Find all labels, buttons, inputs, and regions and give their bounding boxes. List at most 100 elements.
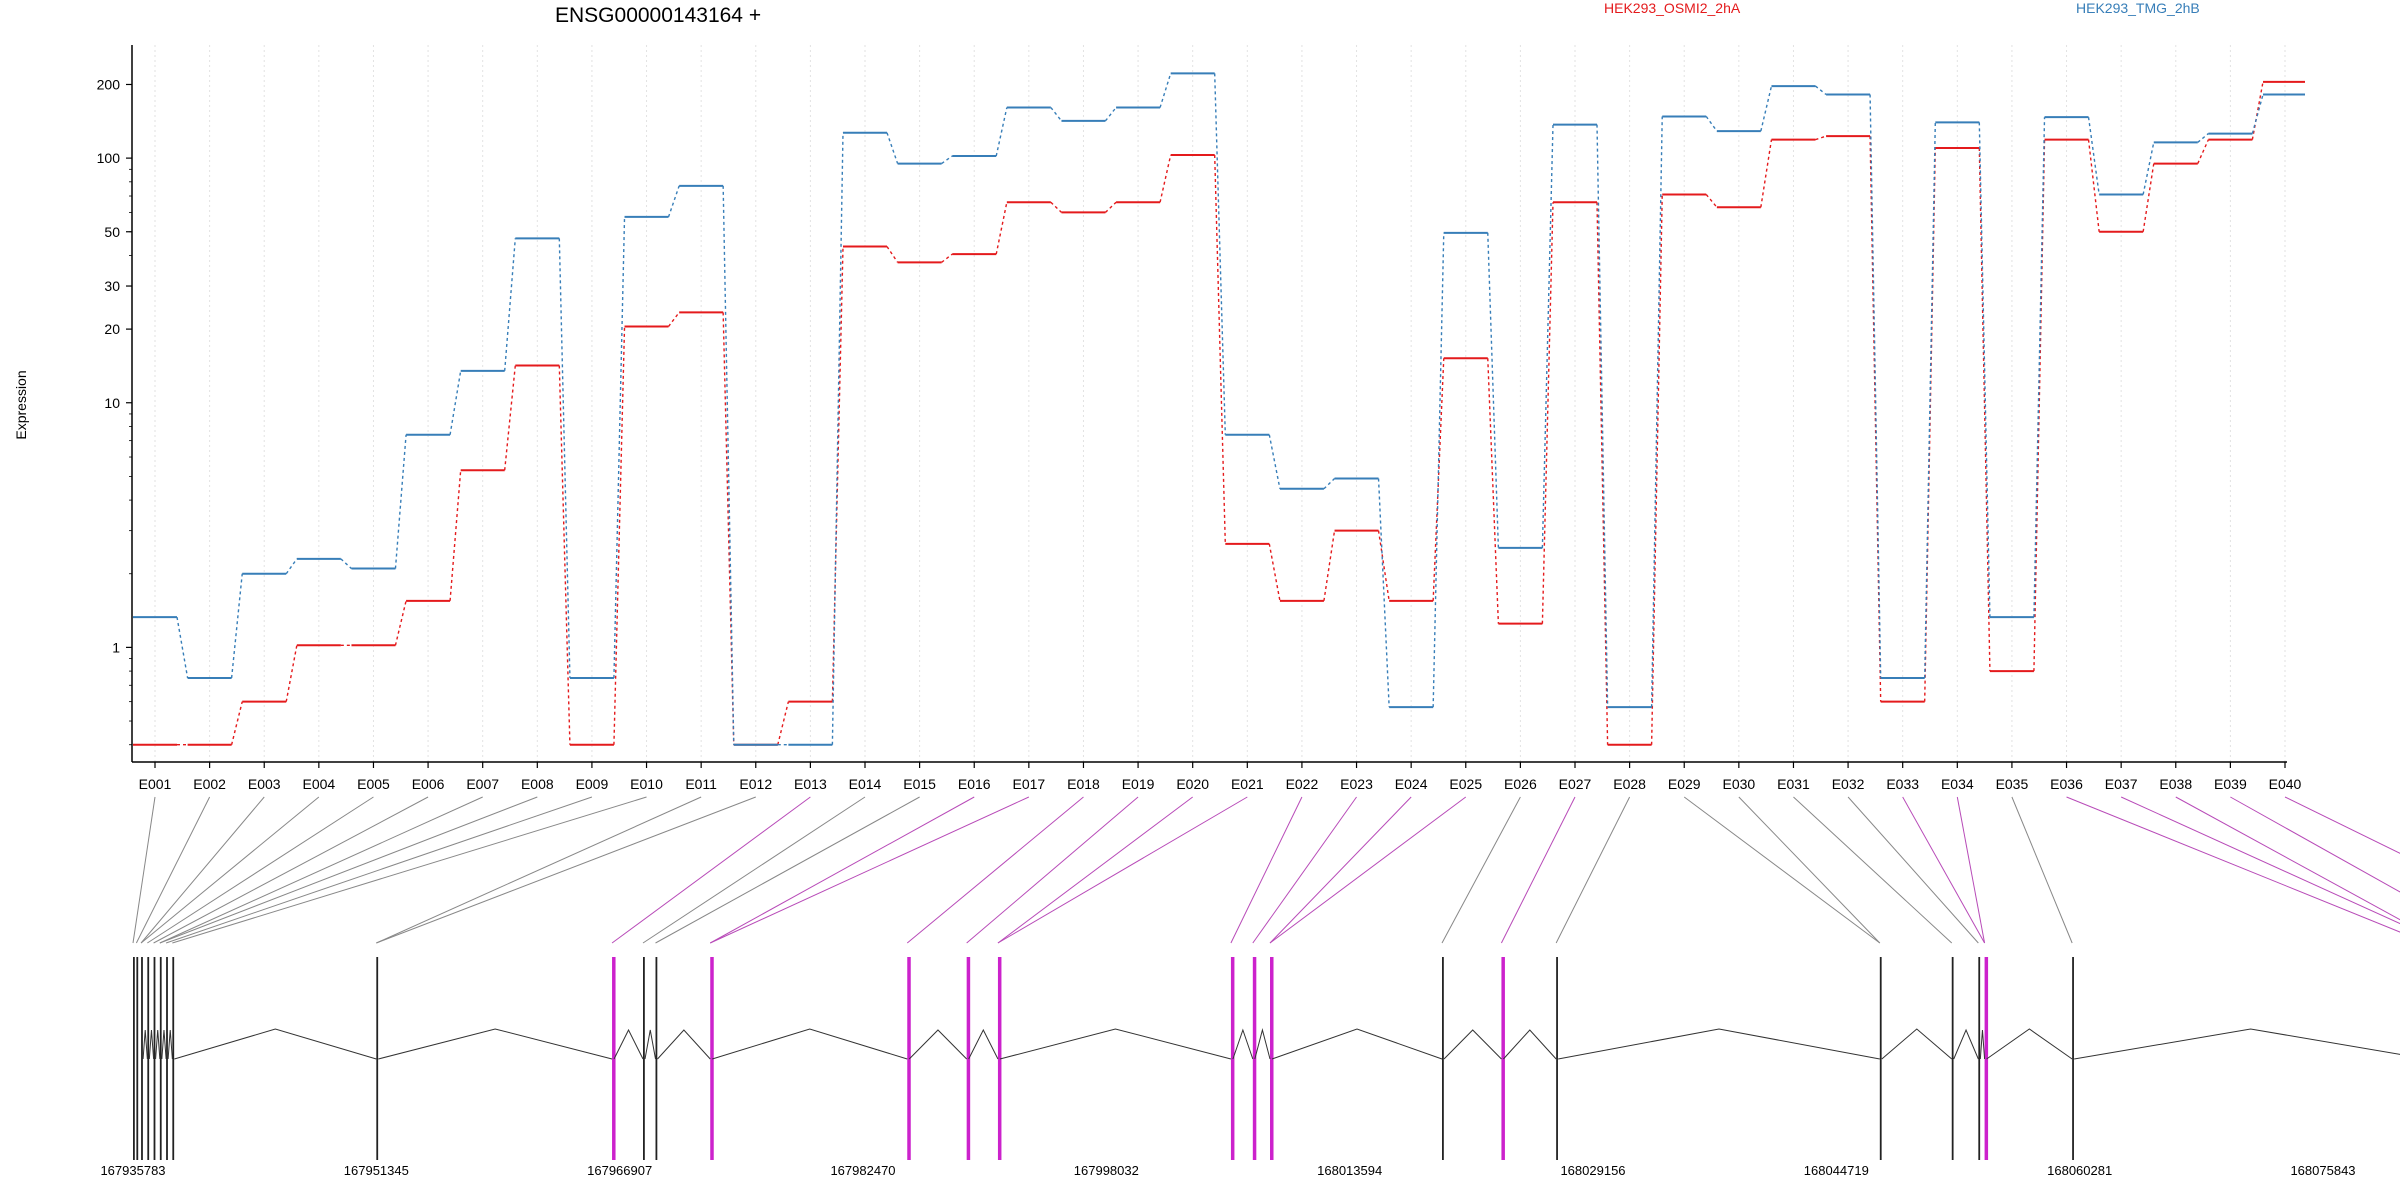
series-transition [1978, 122, 1991, 618]
coordinate-label: 168060281 [2047, 1163, 2112, 1178]
series-transition [1596, 202, 1609, 745]
intron-chevron [999, 1028, 1232, 1060]
intron-chevron [1979, 1029, 1986, 1060]
intron-chevron [1443, 1029, 1502, 1060]
y-tick-label-200: 200 [97, 76, 121, 92]
series-transition [2033, 139, 2046, 672]
series-transition [394, 434, 407, 569]
series-transition [1596, 124, 1609, 708]
series-transition [449, 370, 462, 435]
series-transition [1923, 122, 1937, 678]
intron-chevron [613, 1028, 644, 1060]
y-tick-label-1: 1 [112, 639, 120, 655]
connector-e037 [2120, 796, 2400, 925]
gene-exon-marker [1879, 957, 1882, 1160]
connector-e002 [135, 796, 211, 944]
series-transition [558, 365, 571, 745]
connector-e021 [997, 796, 1248, 944]
legend-label-osmi2: HEK293_OSMI2_2hA [1604, 0, 1741, 16]
x-tick-label-e018: E018 [1067, 776, 1100, 792]
series-transition [886, 246, 899, 263]
x-tick-label-e005: E005 [357, 776, 390, 792]
gene-exon-marker [1978, 957, 1981, 1160]
intron-chevron [1503, 1029, 1557, 1060]
series-transition [613, 216, 626, 678]
x-tick-label-e025: E025 [1449, 776, 1482, 792]
connector-e014 [642, 796, 866, 944]
connector-e035 [2011, 796, 2073, 944]
connector-e013 [611, 796, 811, 944]
series-transition [1760, 85, 1773, 132]
gene-exon-marker [655, 957, 658, 1160]
series-transition [1815, 85, 1827, 96]
x-tick-label-e024: E024 [1395, 776, 1428, 792]
series-transition [1650, 194, 1663, 745]
y-axis-label: Expression [13, 370, 29, 439]
x-tick-label-e032: E032 [1832, 776, 1865, 792]
x-tick-label-e012: E012 [739, 776, 772, 792]
y-tick-label-20: 20 [104, 321, 120, 337]
gene-exon-marker [1984, 957, 1989, 1160]
gene-exon-marker [2072, 957, 2074, 1160]
x-tick-label-e017: E017 [1012, 776, 1045, 792]
x-tick-label-e019: E019 [1122, 776, 1155, 792]
series-transition [2251, 94, 2264, 134]
connector-e001 [132, 796, 156, 944]
series-transition [285, 558, 298, 575]
connector-e034 [1956, 796, 1986, 944]
connector-e018 [906, 796, 1084, 944]
chart-title: ENSG00000143164 + [555, 4, 761, 27]
gene-model: 167935783 167951345 167966907 167982470 1679… [100, 957, 2400, 1178]
connector-e029 [1683, 796, 1881, 944]
intron-chevron [712, 1028, 908, 1060]
intron-chevron [908, 1029, 968, 1060]
coordinate-label: 167998032 [1074, 1163, 1139, 1178]
connector-e004 [140, 796, 320, 944]
x-tick-label-e031: E031 [1777, 776, 1810, 792]
connector-e036 [2066, 796, 2400, 933]
x-tick-label-e002: E002 [193, 776, 226, 792]
y-tick-label-30: 30 [104, 278, 120, 294]
intron-chevron [174, 1028, 377, 1060]
connector-e031 [1793, 796, 1953, 944]
series-transition [995, 107, 1008, 157]
x-tick-label-e006: E006 [412, 776, 445, 792]
axes: 1 10 20 30 50 100 200 E001 E002 E003 E004 E005 E006 E… [97, 45, 2302, 792]
x-tick-label-e007: E007 [466, 776, 499, 792]
gene-exon-marker [1442, 957, 1444, 1160]
series-transition [1050, 107, 1063, 122]
connector-e007 [159, 796, 483, 944]
series-transition [722, 185, 735, 745]
series-transition [1268, 434, 1281, 489]
series-transition [613, 326, 626, 745]
connector-e026 [1441, 796, 1521, 944]
gene-exon-marker [136, 957, 139, 1160]
y-tick-label-100: 100 [97, 150, 121, 166]
intron-chevron [968, 1028, 999, 1060]
connector-e009 [165, 796, 593, 944]
connector-e019 [966, 796, 1139, 944]
connector-e011 [376, 796, 702, 944]
series-transition [831, 246, 844, 702]
y-tick-label-10: 10 [104, 395, 120, 411]
series-transition [1159, 154, 1172, 203]
series-transition [667, 185, 680, 218]
intron-chevron [1881, 1028, 1953, 1060]
x-tick-label-e037: E037 [2105, 776, 2138, 792]
x-tick-label-e004: E004 [302, 776, 335, 792]
x-tick-label-e008: E008 [521, 776, 554, 792]
series-transition [2197, 139, 2210, 164]
gene-exon-marker [710, 957, 714, 1160]
x-tick-label-e029: E029 [1668, 776, 1701, 792]
x-tick-label-e020: E020 [1176, 776, 1209, 792]
series-transition [1213, 154, 1227, 544]
connector-e038 [2175, 796, 2400, 921]
connector-e015 [655, 796, 920, 944]
series-osmi2 [133, 80, 2305, 746]
connector-e023 [1252, 796, 1357, 944]
series-transition [1650, 116, 1663, 708]
series-transition [1541, 124, 1554, 548]
connector-e027 [1500, 796, 1576, 944]
series-transition [285, 645, 298, 702]
connector-e012 [376, 796, 756, 944]
